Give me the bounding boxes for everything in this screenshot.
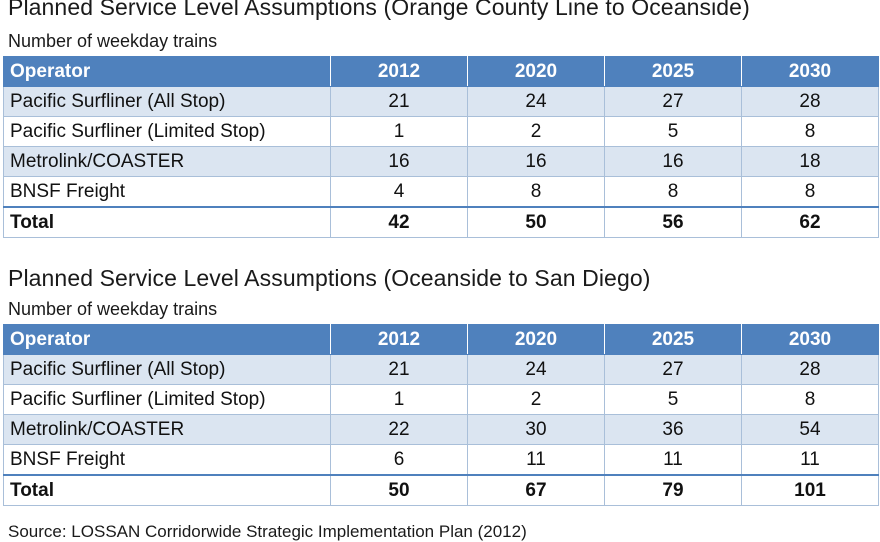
value-cell: 22 <box>330 414 468 445</box>
column-header-2012: 2012 <box>330 324 468 355</box>
column-header-2020: 2020 <box>467 56 605 87</box>
column-header-2030: 2030 <box>741 324 879 355</box>
operator-cell: BNSF Freight <box>3 444 331 476</box>
value-cell: 2 <box>467 384 605 415</box>
total-value: 50 <box>330 474 468 506</box>
column-header-operator: Operator <box>3 324 331 355</box>
table-row: Pacific Surfliner (All Stop) 21 24 27 28 <box>3 354 879 385</box>
value-cell: 18 <box>741 146 879 177</box>
value-cell: 8 <box>741 384 879 415</box>
table2-title: Planned Service Level Assumptions (Ocean… <box>8 265 651 291</box>
column-header-operator: Operator <box>3 56 331 87</box>
table-row: BNSF Freight 4 8 8 8 <box>3 176 879 208</box>
value-cell: 11 <box>467 444 605 476</box>
table-row: BNSF Freight 6 11 11 11 <box>3 444 879 476</box>
table-row: Pacific Surfliner (Limited Stop) 1 2 5 8 <box>3 116 879 147</box>
value-cell: 28 <box>741 354 879 385</box>
table1-title: Planned Service Level Assumptions (Orang… <box>8 0 750 20</box>
value-cell: 1 <box>330 116 468 147</box>
value-cell: 11 <box>604 444 742 476</box>
value-cell: 8 <box>741 116 879 147</box>
value-cell: 27 <box>604 86 742 117</box>
value-cell: 28 <box>741 86 879 117</box>
value-cell: 5 <box>604 116 742 147</box>
value-cell: 2 <box>467 116 605 147</box>
total-value: 67 <box>467 474 605 506</box>
total-value: 42 <box>330 206 468 238</box>
table2-subtitle: Number of weekday trains <box>8 299 218 319</box>
value-cell: 1 <box>330 384 468 415</box>
table-row: Metrolink/COASTER 16 16 16 18 <box>3 146 879 177</box>
table-row: Pacific Surfliner (All Stop) 21 24 27 28 <box>3 86 879 117</box>
operator-cell: Pacific Surfliner (Limited Stop) <box>3 116 331 147</box>
column-header-2025: 2025 <box>604 324 742 355</box>
value-cell: 11 <box>741 444 879 476</box>
operator-cell: Pacific Surfliner (Limited Stop) <box>3 384 331 415</box>
value-cell: 27 <box>604 354 742 385</box>
value-cell: 21 <box>330 354 468 385</box>
total-value: 79 <box>604 474 742 506</box>
total-row: Total 42 50 56 62 <box>3 206 879 238</box>
table2: Operator 2012 2020 2025 2030 Pacific Sur… <box>3 324 879 506</box>
value-cell: 16 <box>467 146 605 177</box>
value-cell: 5 <box>604 384 742 415</box>
total-row: Total 50 67 79 101 <box>3 474 879 506</box>
operator-cell: Metrolink/COASTER <box>3 414 331 445</box>
table1: Operator 2012 2020 2025 2030 Pacific Sur… <box>3 56 879 238</box>
value-cell: 4 <box>330 176 468 208</box>
value-cell: 30 <box>467 414 605 445</box>
value-cell: 16 <box>604 146 742 177</box>
value-cell: 6 <box>330 444 468 476</box>
operator-cell: Pacific Surfliner (All Stop) <box>3 86 331 117</box>
operator-cell: BNSF Freight <box>3 176 331 208</box>
column-header-2012: 2012 <box>330 56 468 87</box>
table1-header-row: Operator 2012 2020 2025 2030 <box>3 56 879 87</box>
value-cell: 8 <box>741 176 879 208</box>
total-value: 56 <box>604 206 742 238</box>
source-note: Source: LOSSAN Corridorwide Strategic Im… <box>8 522 527 541</box>
table2-header-row: Operator 2012 2020 2025 2030 <box>3 324 879 355</box>
value-cell: 36 <box>604 414 742 445</box>
total-label: Total <box>3 206 331 238</box>
value-cell: 21 <box>330 86 468 117</box>
total-value: 101 <box>741 474 879 506</box>
value-cell: 16 <box>330 146 468 177</box>
total-value: 62 <box>741 206 879 238</box>
total-label: Total <box>3 474 331 506</box>
value-cell: 24 <box>467 354 605 385</box>
value-cell: 8 <box>467 176 605 208</box>
operator-cell: Pacific Surfliner (All Stop) <box>3 354 331 385</box>
table-row: Pacific Surfliner (Limited Stop) 1 2 5 8 <box>3 384 879 415</box>
operator-cell: Metrolink/COASTER <box>3 146 331 177</box>
table-row: Metrolink/COASTER 22 30 36 54 <box>3 414 879 445</box>
value-cell: 54 <box>741 414 879 445</box>
column-header-2020: 2020 <box>467 324 605 355</box>
value-cell: 24 <box>467 86 605 117</box>
table1-subtitle: Number of weekday trains <box>8 31 218 51</box>
value-cell: 8 <box>604 176 742 208</box>
column-header-2030: 2030 <box>741 56 879 87</box>
column-header-2025: 2025 <box>604 56 742 87</box>
total-value: 50 <box>467 206 605 238</box>
